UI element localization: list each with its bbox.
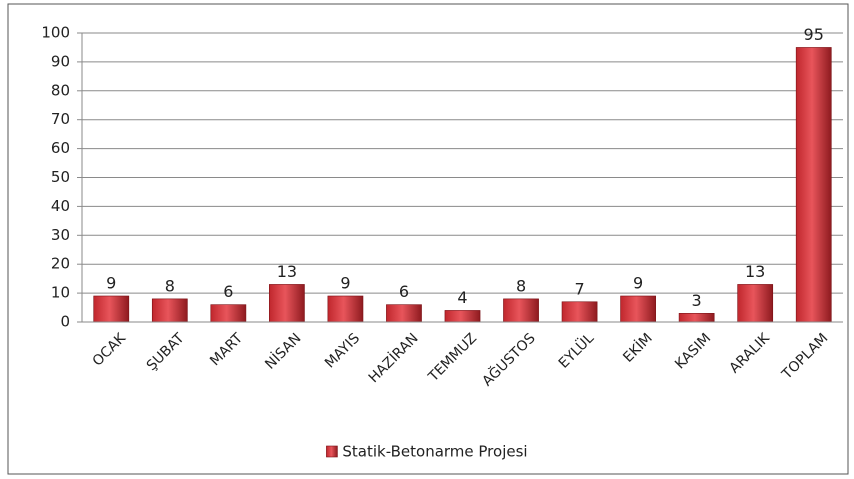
bar	[210, 304, 247, 323]
bar	[444, 310, 481, 323]
chart-frame	[7, 3, 849, 475]
data-label: 6	[223, 282, 233, 301]
data-label: 3	[692, 291, 702, 310]
bar	[93, 295, 130, 323]
bar	[737, 284, 774, 323]
bar	[678, 313, 715, 323]
data-label: 6	[399, 282, 409, 301]
y-tick-label: 40	[51, 197, 70, 215]
y-tick-label: 20	[51, 255, 70, 273]
data-label: 9	[106, 273, 116, 292]
data-label: 8	[165, 276, 175, 295]
y-tick-label: 30	[51, 226, 70, 244]
y-tick-label: 60	[51, 139, 70, 157]
y-tick-label: 10	[51, 284, 70, 302]
y-tick-label: 50	[51, 168, 70, 186]
data-label: 7	[574, 279, 584, 298]
y-tick-label: 0	[60, 313, 70, 331]
y-tick-label: 90	[51, 52, 70, 70]
data-label: 13	[277, 262, 297, 281]
bar	[269, 284, 305, 323]
bar	[151, 298, 188, 323]
data-label: 4	[457, 288, 467, 307]
bar	[795, 47, 832, 323]
bar	[327, 295, 364, 323]
data-label: 9	[633, 273, 643, 292]
y-tick-label: 100	[41, 24, 70, 42]
y-tick-label: 70	[51, 110, 70, 128]
bar	[561, 301, 598, 323]
bar	[386, 304, 422, 323]
bar	[620, 295, 656, 323]
y-tick-label: 80	[51, 81, 70, 99]
data-label: 13	[745, 262, 765, 281]
legend-swatch	[326, 445, 338, 458]
data-label: 95	[804, 25, 824, 44]
legend-label: Statik-Betonarme Projesi	[342, 443, 527, 461]
data-label: 9	[340, 273, 350, 292]
data-label: 8	[516, 276, 526, 295]
bar	[503, 298, 539, 323]
